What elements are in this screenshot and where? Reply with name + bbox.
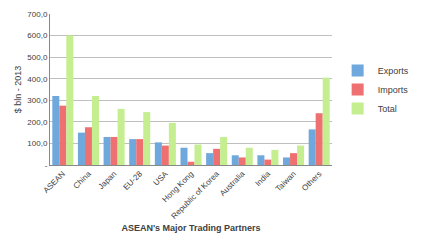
svg-text:300,0: 300,0	[27, 96, 48, 105]
svg-text:500,0: 500,0	[27, 53, 48, 62]
svg-text:700,0: 700,0	[27, 10, 48, 19]
svg-text:EU-28: EU-28	[122, 169, 145, 192]
svg-text:600,0: 600,0	[27, 31, 48, 40]
svg-text:USA: USA	[152, 169, 170, 187]
svg-text:400,0: 400,0	[27, 75, 48, 84]
svg-text:Others: Others	[300, 169, 323, 192]
svg-text:Republic of Korea: Republic of Korea	[170, 169, 222, 221]
svg-text:200,0: 200,0	[27, 118, 48, 127]
svg-text:India: India	[254, 169, 273, 188]
svg-text:China: China	[72, 169, 94, 191]
svg-text:$ bln - 2013: $ bln - 2013	[13, 66, 23, 114]
svg-text:Imports: Imports	[378, 85, 409, 95]
svg-text:ASEAN: ASEAN	[42, 169, 68, 195]
svg-text:-: -	[45, 161, 48, 170]
svg-text:100,0: 100,0	[27, 139, 48, 148]
svg-text:ASEAN's Major Trading Partners: ASEAN's Major Trading Partners	[121, 223, 260, 233]
svg-text:Taiwan: Taiwan	[274, 169, 298, 193]
svg-text:Total: Total	[378, 104, 397, 114]
svg-text:Japan: Japan	[97, 169, 119, 191]
svg-text:Australia: Australia	[218, 169, 247, 198]
svg-text:Hong Kong: Hong Kong	[161, 169, 196, 204]
svg-text:Exports: Exports	[378, 66, 409, 76]
